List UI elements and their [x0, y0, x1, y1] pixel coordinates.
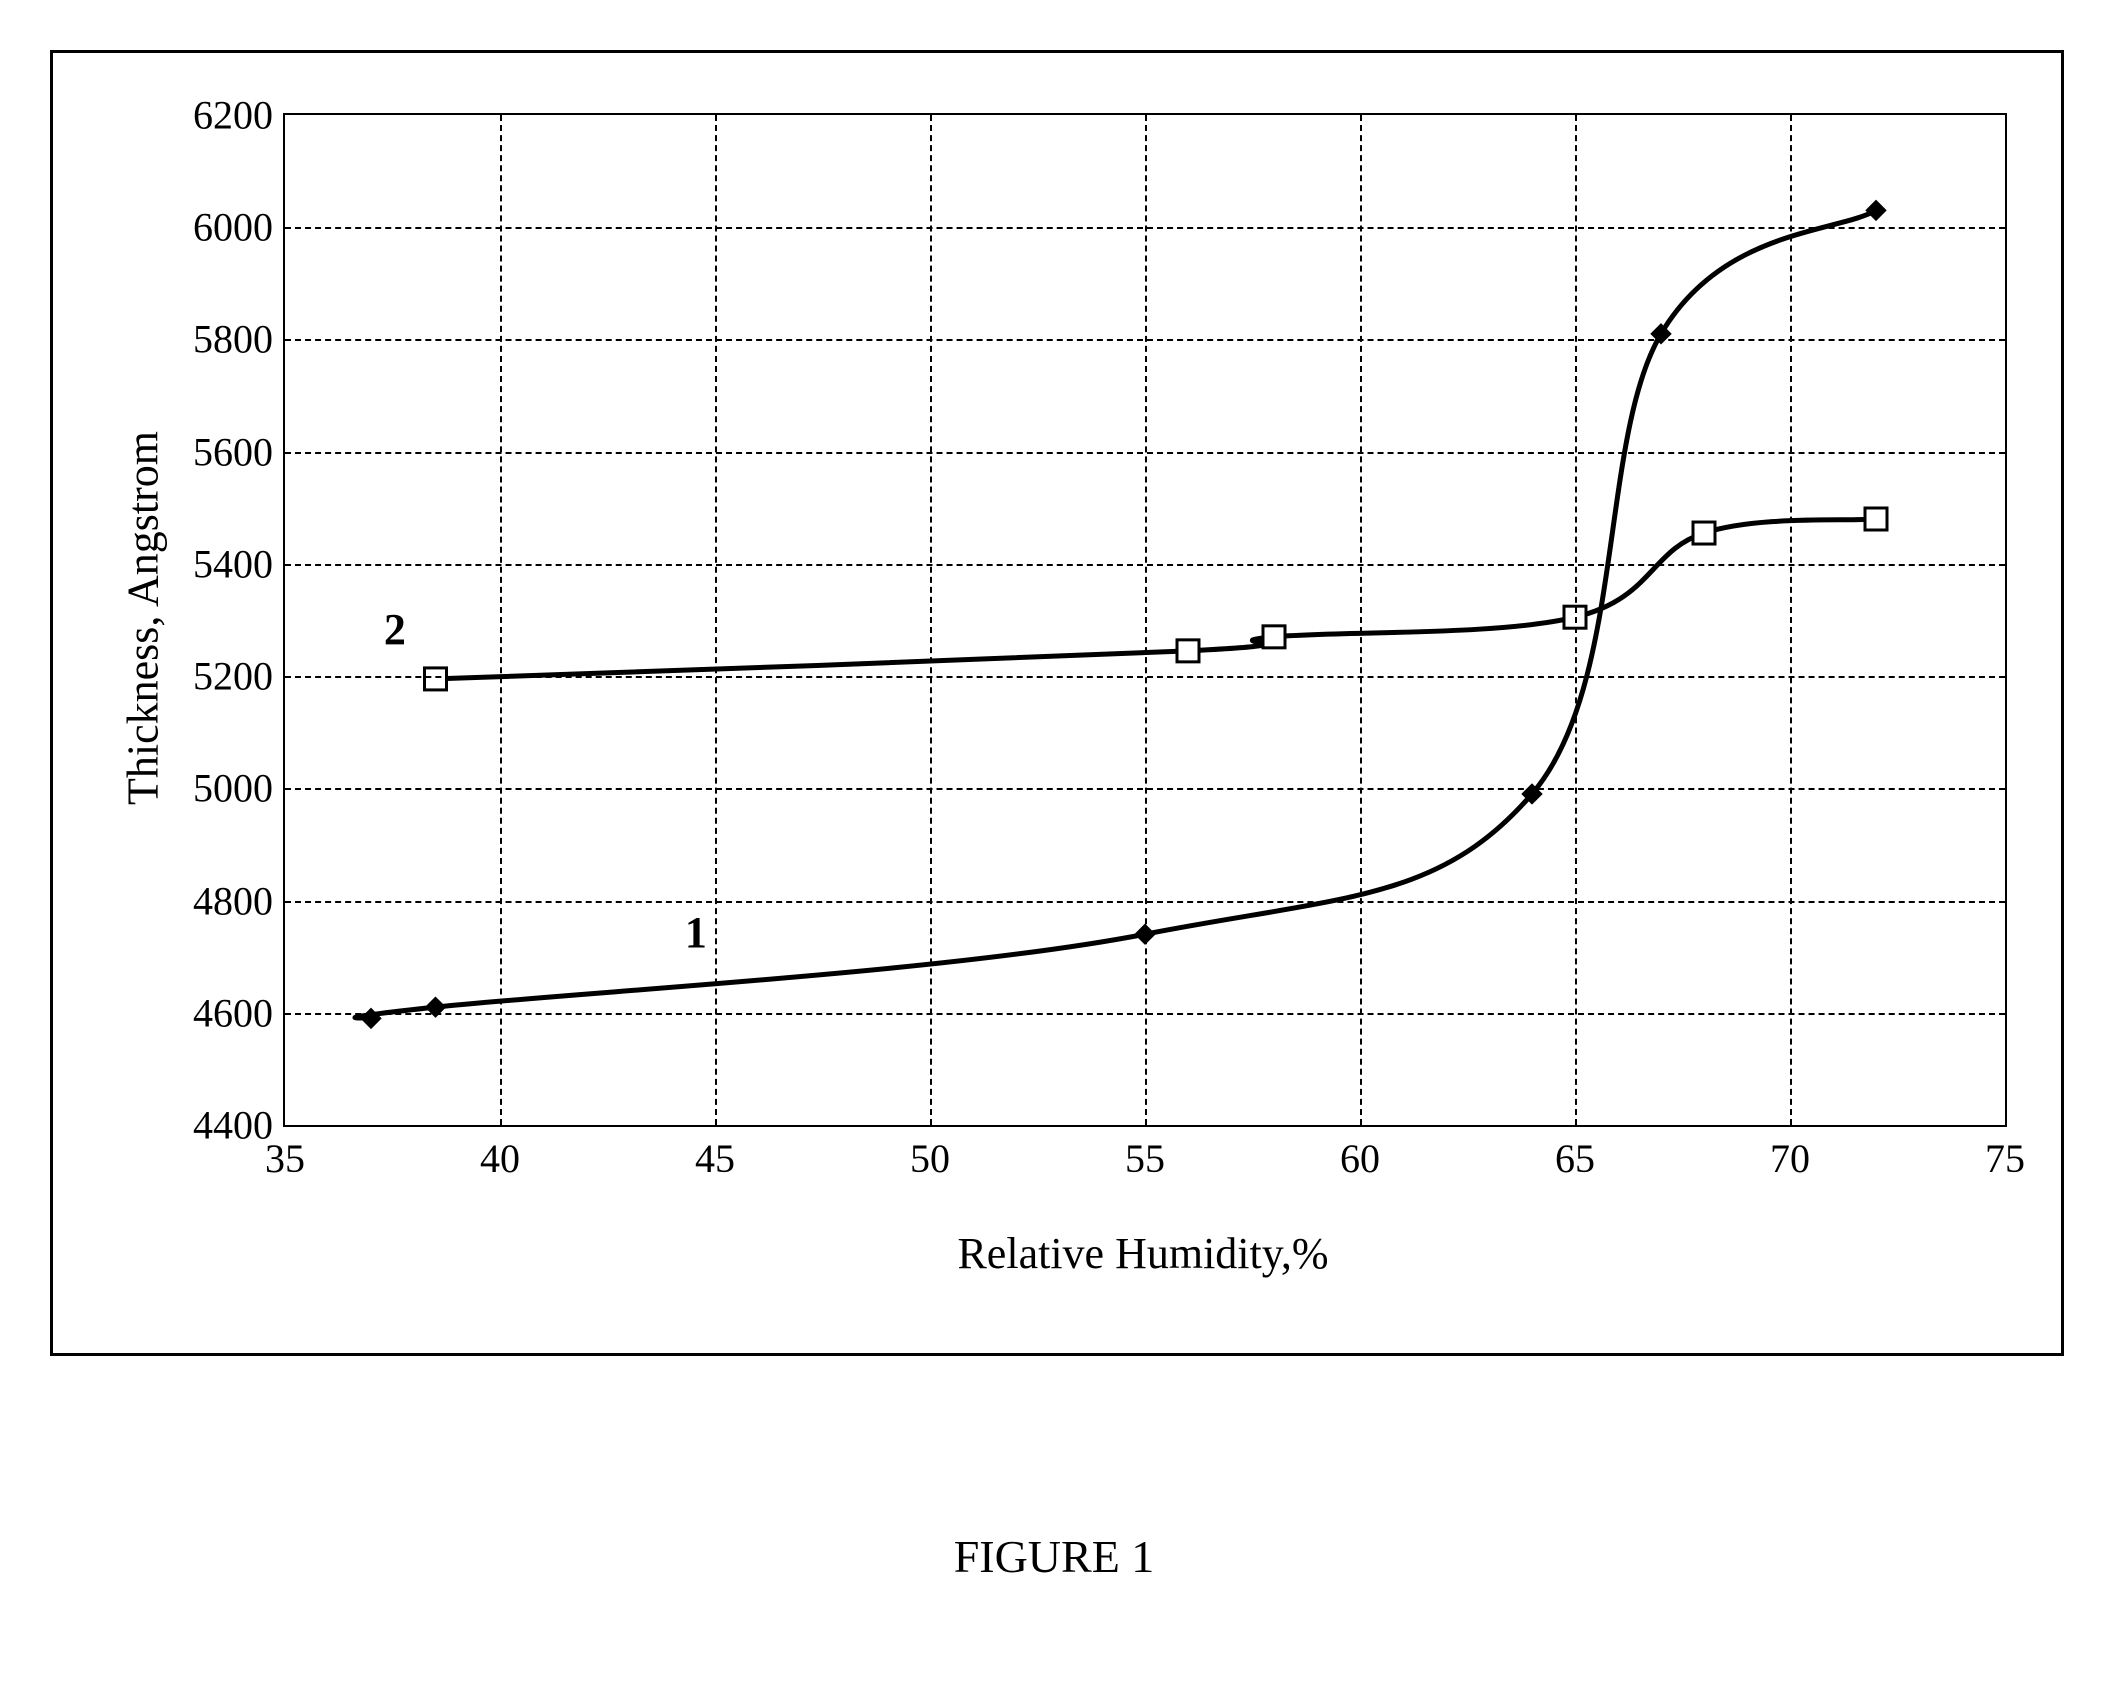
y-tick-label: 5400 — [193, 540, 285, 587]
x-tick-label: 50 — [910, 1125, 950, 1182]
series-2-label: 2 — [384, 604, 406, 655]
x-tick-label: 60 — [1340, 1125, 1380, 1182]
series-2-marker — [425, 668, 447, 690]
y-tick-label: 5800 — [193, 316, 285, 363]
y-tick-label: 5200 — [193, 653, 285, 700]
y-tick-label: 5000 — [193, 765, 285, 812]
y-axis-title: Thickness, Angstrom — [118, 431, 169, 805]
y-tick-label: 6200 — [193, 92, 285, 139]
series-1-line — [355, 210, 1876, 1018]
chart-outer-frame: 4400460048005000520054005600580060006200… — [50, 50, 2064, 1356]
y-tick-label: 6000 — [193, 204, 285, 251]
series-1-marker — [1866, 200, 1886, 220]
x-tick-label: 75 — [1985, 1125, 2025, 1182]
y-tick-label: 5600 — [193, 428, 285, 475]
x-tick-label: 40 — [480, 1125, 520, 1182]
x-tick-label: 65 — [1555, 1125, 1595, 1182]
series-2-line — [436, 519, 1877, 679]
gridline-vertical — [500, 115, 502, 1125]
series-2-marker — [1177, 640, 1199, 662]
figure-caption: FIGURE 1 — [954, 1530, 1155, 1583]
page: 4400460048005000520054005600580060006200… — [0, 0, 2108, 1683]
series-2-marker — [1865, 508, 1887, 530]
series-2-marker — [1263, 626, 1285, 648]
y-tick-label: 4800 — [193, 877, 285, 924]
gridline-vertical — [715, 115, 717, 1125]
x-tick-label: 45 — [695, 1125, 735, 1182]
chart-plot-area: 4400460048005000520054005600580060006200… — [283, 113, 2007, 1127]
gridline-vertical — [1360, 115, 1362, 1125]
series-1-label: 1 — [685, 907, 707, 958]
x-tick-label: 70 — [1770, 1125, 1810, 1182]
x-tick-label: 35 — [265, 1125, 305, 1182]
x-tick-label: 55 — [1125, 1125, 1165, 1182]
gridline-vertical — [1790, 115, 1792, 1125]
y-tick-label: 4600 — [193, 989, 285, 1036]
gridline-vertical — [1145, 115, 1147, 1125]
gridline-vertical — [1575, 115, 1577, 1125]
gridline-vertical — [930, 115, 932, 1125]
series-2-marker — [1693, 522, 1715, 544]
x-axis-title: Relative Humidity,% — [957, 1228, 1328, 1279]
